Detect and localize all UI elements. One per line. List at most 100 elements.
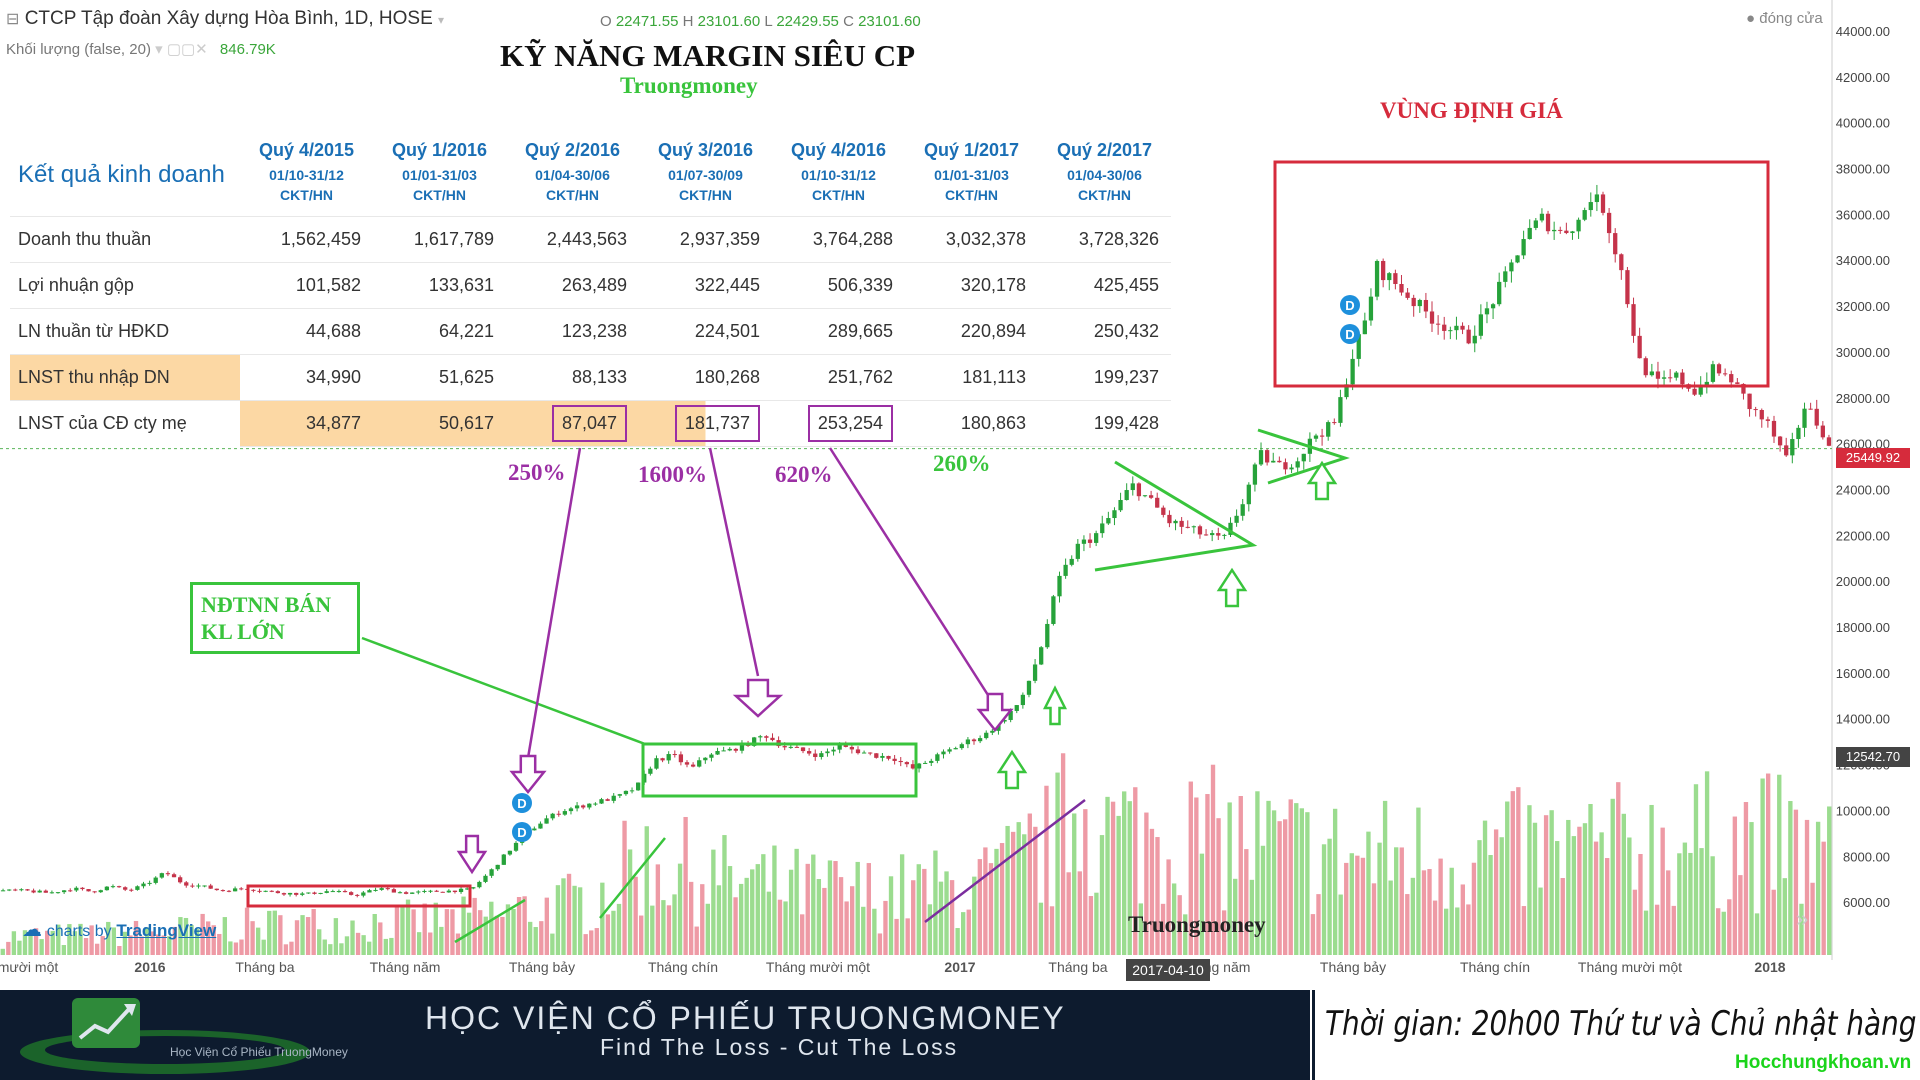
volume-bar	[1360, 857, 1366, 955]
volume-bar	[22, 930, 28, 955]
tradingview-attribution[interactable]: ☁ charts by TradingView	[22, 917, 216, 942]
volume-bar	[716, 885, 722, 955]
candle-body	[1631, 304, 1636, 336]
candlestick-chart[interactable]: 6000.008000.0010000.0012000.0014000.0016…	[0, 0, 1920, 990]
candle-body	[855, 749, 861, 754]
candle-body	[477, 881, 482, 888]
volume-bar	[1072, 813, 1077, 955]
column-header: Quý 1/2016 01/01-31/03 CKT/HN	[373, 132, 506, 217]
volume-bar	[33, 928, 39, 955]
volume-bar	[1227, 802, 1232, 955]
y-tick-label: 30000.00	[1836, 345, 1890, 360]
table-cell: 251,762	[772, 354, 905, 401]
volume-bar	[999, 843, 1005, 955]
column-header: Quý 4/2015 01/10-31/12 CKT/HN	[240, 132, 373, 217]
candle-body	[129, 889, 134, 891]
volume-bar	[1804, 819, 1810, 955]
candle-body	[232, 888, 238, 892]
tradingview-link[interactable]: TradingView	[116, 921, 217, 940]
candle-body	[294, 892, 299, 895]
boxed-value: 181,737	[674, 405, 760, 442]
volume-bar	[1421, 870, 1427, 955]
volume-bar	[233, 942, 239, 955]
volume-trend-line	[454, 898, 526, 944]
volume-bar	[700, 884, 705, 955]
candle-body	[770, 737, 775, 741]
up-arrow-icon	[996, 749, 1028, 790]
tradingview-logo-icon: ☁	[22, 919, 42, 941]
candle-body	[1765, 419, 1771, 421]
volume-bar	[239, 939, 244, 955]
candle-body	[1704, 381, 1709, 385]
y-tick-label: 26000.00	[1836, 437, 1890, 452]
symbol-title[interactable]: CTCP Tập đoàn Xây dựng Hòa Bình, 1D, HOS…	[24, 8, 433, 29]
candle-body	[648, 768, 653, 774]
candle-body	[1301, 453, 1306, 462]
volume-bar	[1077, 871, 1082, 955]
volume-bar	[1710, 856, 1715, 955]
candle-body	[1509, 262, 1514, 272]
volume-bar	[1271, 810, 1277, 955]
candle-body	[1521, 239, 1526, 256]
last-price-tag: 25449.92	[1836, 448, 1910, 468]
volume-bar	[1771, 889, 1776, 955]
volume-bar	[67, 924, 72, 955]
candle-body	[275, 891, 280, 894]
candle-body	[452, 890, 458, 893]
volume-bar	[1482, 820, 1488, 955]
volume-bar	[899, 854, 905, 955]
volume-bar	[1249, 879, 1255, 955]
volume-bar	[439, 926, 444, 955]
volume-bar	[1466, 904, 1471, 955]
settings-icons[interactable]: ▾ ▢▢✕	[155, 41, 208, 58]
candle-body	[984, 732, 989, 739]
volume-bar	[1677, 853, 1682, 955]
volume-bar	[1499, 837, 1504, 955]
volume-bar	[0, 948, 5, 955]
candle-body	[43, 890, 48, 893]
volume-bar	[89, 925, 94, 955]
y-tick-label: 40000.00	[1836, 116, 1890, 131]
table-cell: 199,428	[1038, 400, 1171, 447]
consolidation-base-box	[641, 742, 918, 798]
academy-tagline: Find The Loss - Cut The Loss	[600, 1034, 959, 1060]
volume-bar	[1788, 801, 1793, 955]
volume-bar	[1671, 905, 1676, 955]
volume-bar	[1349, 853, 1354, 955]
candle-body	[49, 892, 55, 894]
candle-body	[868, 752, 873, 754]
volume-bar	[1299, 808, 1305, 955]
volume-bar	[977, 859, 983, 955]
academy-name: HỌC VIỆN CỔ PHIẾU TRUONGMONEY	[425, 1000, 1066, 1036]
candle-body	[373, 889, 378, 891]
price-chart[interactable]: 6000.008000.0010000.0012000.0014000.0016…	[0, 0, 1920, 990]
dropdown-icon[interactable]: ▾	[438, 13, 445, 27]
volume-bar	[911, 880, 916, 955]
volume-bar	[761, 854, 766, 955]
volume-bar	[194, 929, 200, 955]
candle-body	[1222, 534, 1227, 536]
candle-body	[990, 730, 995, 733]
candle-body	[1747, 393, 1752, 410]
volume-label[interactable]: Khối lượng (false, 20)	[6, 41, 151, 58]
candle-body	[556, 813, 561, 815]
volume-bar	[1171, 883, 1177, 955]
volume-bar	[361, 935, 366, 955]
volume-bar	[1294, 803, 1299, 955]
close-toggle[interactable]: ● đóng cửa	[1746, 10, 1823, 27]
candle-body	[361, 892, 366, 896]
candle-body	[1393, 273, 1398, 285]
volume-bar	[766, 891, 772, 955]
volume-bar	[344, 936, 350, 955]
candle-body	[1075, 543, 1080, 559]
candle-body	[336, 891, 342, 893]
volume-bar	[100, 936, 105, 955]
scroll-right-icon[interactable]: »	[1796, 906, 1809, 931]
candle-body	[1771, 420, 1777, 437]
candle-body	[703, 757, 708, 761]
candle-body	[1203, 534, 1209, 536]
volume-bar	[355, 932, 361, 955]
candle-body	[1374, 260, 1380, 297]
collapse-icon[interactable]: ⊟	[6, 11, 20, 28]
candle-body	[1619, 254, 1624, 271]
